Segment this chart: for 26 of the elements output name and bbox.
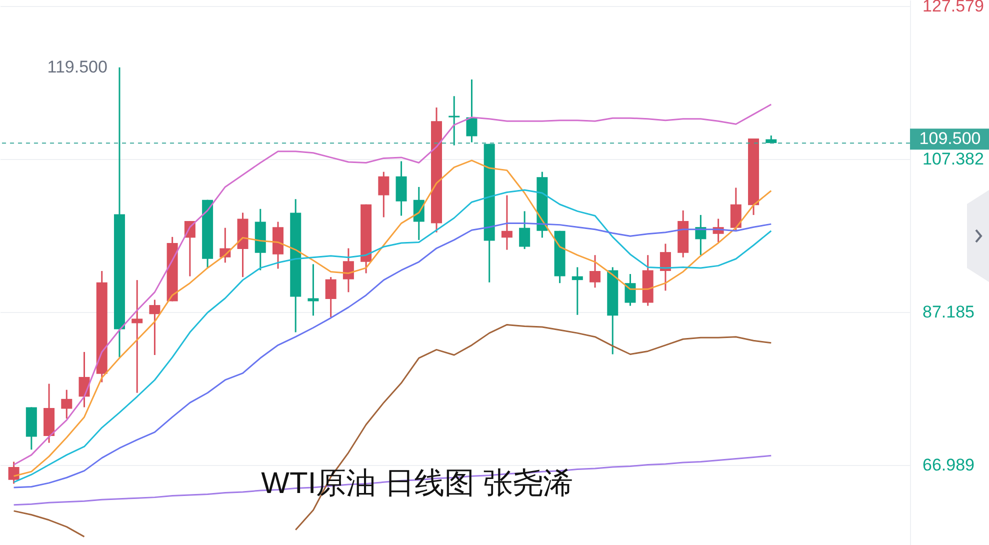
line-series — [13, 104, 772, 466]
candlestick — [466, 78, 478, 144]
candlestick — [342, 248, 354, 293]
candlestick — [132, 279, 143, 394]
annotation: 119.500 — [47, 57, 108, 76]
candlestick — [590, 254, 601, 288]
candlestick — [325, 276, 336, 318]
candlestick — [448, 95, 460, 146]
y-tick-label: 66.989 — [922, 455, 974, 474]
candlestick — [149, 299, 160, 356]
candlestick — [572, 266, 583, 316]
candlestick — [624, 273, 636, 307]
candlestick — [8, 460, 20, 484]
candlestick — [519, 210, 530, 250]
ref-line-label: 109.500 — [919, 129, 981, 148]
candlestick — [501, 194, 512, 251]
y-tick-label: 107.382 — [922, 150, 984, 169]
candlestick — [660, 242, 671, 292]
candlestick — [61, 389, 72, 420]
y-tick-label: 127.579 — [922, 0, 984, 16]
candlestick — [730, 186, 742, 231]
y-tick-label: 87.185 — [922, 302, 974, 322]
candlestick — [413, 186, 424, 241]
line-series — [13, 454, 772, 506]
candlestick — [378, 171, 390, 218]
candlestick — [308, 263, 319, 316]
